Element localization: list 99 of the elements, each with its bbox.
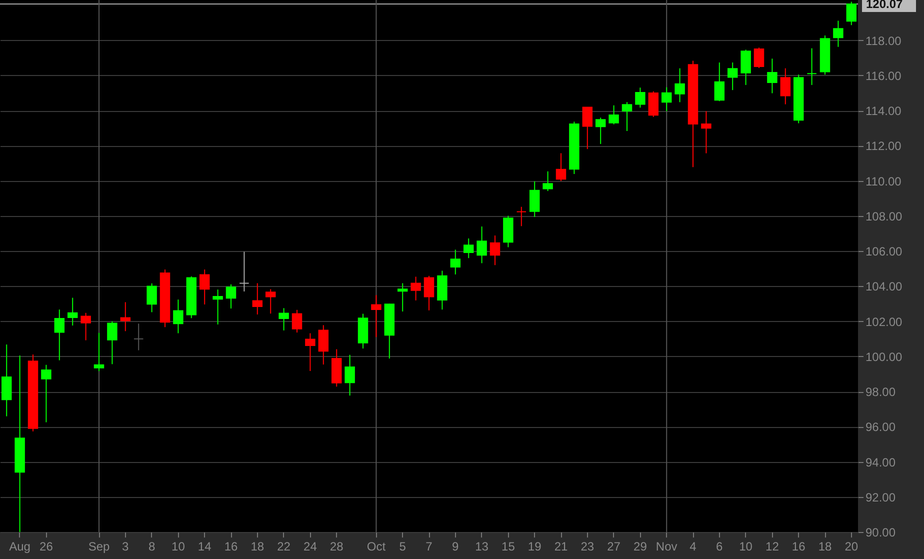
- x-tick-label: 22: [277, 540, 291, 554]
- y-tick-label: 98.00: [866, 385, 896, 400]
- x-tick-label: 7: [426, 540, 433, 554]
- candlestick: [806, 48, 817, 86]
- candlestick: [252, 282, 263, 315]
- x-tick-label: 29: [634, 540, 648, 554]
- y-tick-label: 92.00: [866, 490, 896, 504]
- x-tick-label: 10: [172, 540, 186, 554]
- candlestick: [622, 102, 632, 132]
- y-tick-label: 110.00: [866, 174, 902, 188]
- x-tick-label: 14: [198, 540, 212, 554]
- y-tick-label: 112.00: [866, 139, 902, 154]
- y-tick-label: 102.00: [866, 314, 903, 329]
- candlestick: [54, 309, 65, 361]
- candlestick: [94, 332, 104, 372]
- candlestick: [450, 249, 461, 275]
- x-tick-label: 18: [250, 540, 264, 554]
- candlestick: [67, 297, 78, 326]
- x-tick-label: 24: [304, 540, 318, 554]
- candlestick: [80, 312, 91, 341]
- y-tick-label: 104.00: [866, 280, 903, 294]
- y-tick-label: 108.00: [866, 209, 903, 224]
- candlestick: [239, 251, 250, 292]
- candlestick: [133, 323, 144, 351]
- candlestick: [305, 332, 316, 372]
- x-tick-label: Aug: [9, 540, 30, 554]
- candlestick: [410, 276, 421, 301]
- candlestick: [674, 68, 685, 103]
- candlestick: [226, 284, 236, 309]
- x-tick-label: 5: [399, 540, 406, 554]
- candlestick: [173, 299, 184, 334]
- candlestick: [542, 170, 553, 192]
- candlestick: [490, 234, 500, 266]
- candlestick: [199, 269, 210, 305]
- candlestick: [582, 106, 593, 150]
- x-tick-label: Oct: [366, 540, 386, 554]
- candlestick: [371, 294, 382, 338]
- x-tick-label: 15: [502, 540, 516, 554]
- x-tick-label: 28: [330, 540, 344, 554]
- candlestick: [780, 68, 791, 105]
- candlestick: [463, 238, 474, 259]
- y-tick-label: 94.00: [866, 455, 896, 470]
- candlestick: [41, 364, 52, 423]
- x-tick-label: 9: [452, 540, 460, 554]
- x-tick-label: 3: [122, 540, 130, 554]
- x-tick-label: 13: [475, 540, 489, 554]
- candlestick: [754, 47, 764, 68]
- candlestick: [120, 302, 131, 332]
- candlestick: [424, 275, 434, 311]
- candlestick: [292, 309, 302, 334]
- candlestick: [107, 320, 118, 365]
- candlestick: [476, 226, 487, 264]
- candlestick: [661, 86, 672, 112]
- candlestick: [740, 49, 751, 86]
- x-tick-label: 27: [607, 540, 621, 554]
- candlestick: [648, 90, 659, 118]
- y-tick-label: 90.00: [866, 526, 896, 540]
- x-tick-label: 26: [40, 540, 54, 554]
- candlestick: [397, 282, 408, 312]
- x-tick-label: 21: [554, 540, 568, 554]
- x-tick-label: 23: [580, 540, 594, 554]
- x-tick-label: 20: [844, 540, 858, 554]
- x-tick-label: 12: [766, 540, 780, 554]
- x-tick-label: 4: [690, 540, 697, 554]
- x-tick-label: Nov: [656, 540, 678, 554]
- x-tick-label: 10: [739, 540, 753, 554]
- candlestick: [556, 152, 566, 182]
- candlestick: [344, 354, 355, 396]
- candlestick: [833, 20, 844, 48]
- candlestick: [767, 58, 778, 94]
- y-tick-label: 100.00: [866, 350, 903, 364]
- candlestick: [595, 117, 606, 144]
- ref-line-label: 120.07: [866, 0, 904, 12]
- candlestick: [516, 206, 527, 227]
- x-tick-label: 16: [792, 540, 806, 554]
- x-tick-label: Sep: [88, 540, 110, 554]
- x-tick-label: 19: [528, 540, 542, 554]
- candlestick: [265, 288, 276, 314]
- candlestick: [635, 87, 646, 108]
- y-tick-label: 114.00: [866, 104, 902, 118]
- candlestick: [212, 289, 223, 325]
- y-tick-label: 106.00: [866, 244, 903, 259]
- y-tick-label: 118.00: [866, 34, 902, 48]
- candlestick: [146, 282, 157, 313]
- candlestick: [529, 180, 540, 218]
- y-tick-label: 116.00: [866, 69, 902, 83]
- candlestick: [278, 308, 289, 331]
- candlestick: [727, 62, 738, 91]
- candlestick: [608, 104, 619, 125]
- candlestick: [846, 1, 857, 26]
- candlestick: [701, 110, 712, 154]
- x-tick-label: 6: [716, 540, 724, 554]
- candlestick: [318, 324, 329, 365]
- candlestick: [714, 62, 725, 102]
- x-tick-label: 18: [818, 540, 832, 554]
- candlestick: [1, 344, 12, 417]
- y-tick-label: 96.00: [866, 420, 896, 434]
- x-tick-label: 8: [148, 540, 156, 554]
- x-tick-label: 16: [224, 540, 238, 554]
